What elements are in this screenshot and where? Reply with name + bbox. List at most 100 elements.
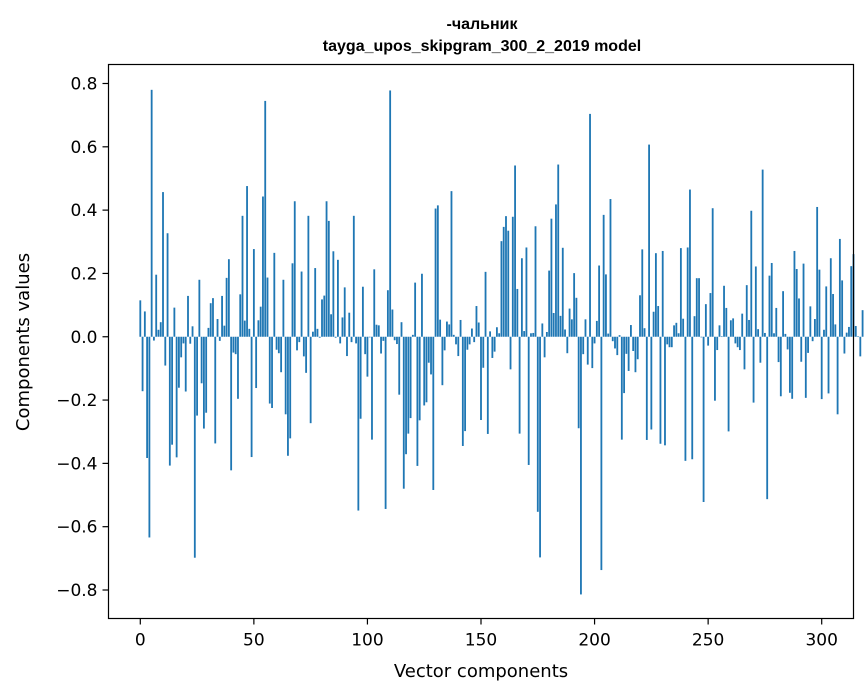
bar-26 [198,279,201,337]
bar-67 [291,263,294,337]
bar-129 [432,336,435,490]
bar-84 [330,314,332,337]
bar-226 [652,311,655,337]
y-tick-label: 0.8 [70,74,97,94]
bar-177 [541,323,544,337]
y-tick-label: −0.4 [56,454,97,474]
y-tick-label: 0.4 [70,201,97,221]
bar-17 [178,336,180,388]
bar-131 [436,205,439,337]
bar-138 [452,334,455,337]
chart-title-line-1: -чальник [446,16,518,33]
bar-318 [861,310,864,337]
bar-292 [802,263,805,337]
bar-174 [534,226,537,337]
bar-134 [443,336,446,351]
bar-47 [246,186,248,337]
bar-201 [595,320,598,337]
bar-118 [407,336,410,434]
bar-151 [482,336,485,368]
bar-239 [682,318,685,337]
bar-122 [416,336,419,466]
bar-25 [196,336,198,416]
bar-119 [409,336,412,419]
bar-259 [727,336,730,432]
bar-112 [393,336,396,341]
bar-140 [457,336,460,357]
bar-51 [255,336,258,389]
bar-124 [421,273,423,337]
bar-167 [518,336,521,434]
bar-69 [296,336,298,351]
bar-74 [307,215,310,337]
bar-309 [841,280,844,337]
bar-232 [666,336,669,345]
bar-215 [627,336,630,371]
bar-3 [146,336,149,458]
bar-192 [575,297,578,337]
bar-123 [418,336,421,421]
bar-164 [511,216,514,337]
bar-210 [616,336,619,356]
bar-264 [739,336,741,351]
bar-161 [505,216,507,337]
bar-40 [230,336,233,471]
bar-287 [791,336,794,399]
bar-14 [171,336,174,445]
bar-203 [600,336,603,571]
bar-186 [561,247,564,337]
bar-242 [689,189,691,337]
bar-283 [782,291,784,337]
bar-13 [168,336,171,466]
bar-117 [405,336,407,455]
bar-182 [552,313,555,337]
bar-113 [396,336,398,345]
y-tick-label: −0.6 [56,518,97,538]
bar-247 [700,336,703,338]
bar-10 [162,192,164,337]
bar-313 [850,266,853,337]
x-tick-label: 250 [692,631,724,651]
bar-139 [455,336,457,345]
bar-280 [775,307,778,337]
bar-111 [391,309,394,337]
bar-255 [718,325,721,337]
bar-301 [823,329,825,337]
bar-61 [277,336,280,354]
bar-60 [275,336,278,350]
bar-120 [411,334,414,337]
bar-153 [486,336,489,434]
bar-58 [271,336,273,408]
bar-42 [234,336,237,355]
bar-16 [175,336,178,458]
bar-190 [570,319,573,337]
bar-2 [143,311,146,337]
bar-315 [854,325,857,337]
bar-262 [734,336,737,344]
bar-155 [491,336,494,358]
bar-6 [153,336,155,341]
bar-178 [543,336,546,358]
bar-244 [693,316,696,337]
bar-39 [227,259,230,337]
bar-27 [200,336,203,384]
bar-64 [284,336,287,415]
bar-4 [148,336,151,538]
bar-146 [471,328,473,337]
bar-115 [400,322,403,337]
bar-45 [241,215,244,337]
bar-149 [477,322,480,337]
bar-295 [809,306,812,337]
bar-234 [670,336,673,348]
bar-88 [339,336,342,344]
bar-235 [673,325,675,337]
bar-316 [857,336,859,338]
bar-261 [732,318,735,337]
bar-188 [566,336,569,354]
bar-30 [207,327,210,337]
bar-22 [189,336,192,344]
bar-281 [777,336,780,363]
bar-176 [539,336,541,558]
bar-221 [641,249,644,337]
